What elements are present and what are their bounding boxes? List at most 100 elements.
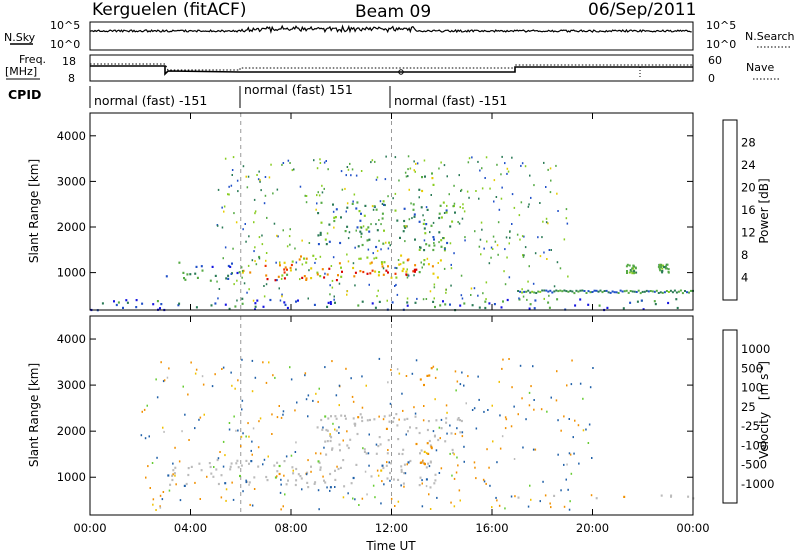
velocity-cell: [398, 372, 401, 375]
power-cell: [326, 273, 329, 276]
velocity-cell: [187, 473, 190, 477]
cpid-label: CPID: [8, 87, 41, 102]
power-cell: [467, 161, 470, 164]
velocity-cell: [488, 466, 490, 469]
nsky-line: [89, 24, 692, 34]
power-cell: [508, 276, 511, 279]
power-cell: [310, 267, 313, 270]
velocity-cell: [174, 474, 176, 477]
velocity-cell: [400, 470, 403, 473]
power-cell: [382, 267, 385, 270]
power-cell: [287, 159, 290, 162]
velocity-cell: [533, 408, 535, 411]
power-cell: [372, 208, 375, 211]
power-cell: [281, 163, 283, 166]
velocity-cell: [278, 472, 281, 476]
power-cell: [385, 241, 387, 244]
velocity-cell: [330, 436, 333, 439]
velocity-cell: [403, 418, 406, 421]
velocity-cell: [276, 461, 279, 464]
power-cell: [117, 301, 120, 304]
power-cell: [607, 291, 610, 294]
power-cell: [581, 289, 584, 292]
power-cell: [236, 299, 238, 302]
velocity-cell: [415, 427, 418, 430]
velocity-cell: [355, 463, 358, 466]
velocity-cell: [440, 467, 443, 470]
power-cell: [421, 176, 423, 179]
velocity-cell: [439, 437, 441, 440]
power-cell: [246, 186, 249, 189]
power-cell: [440, 161, 442, 164]
power-cell: [289, 269, 292, 272]
power-cell: [338, 262, 341, 265]
power-cell: [477, 160, 479, 163]
velocity-cell: [159, 505, 161, 508]
velocity-cell: [397, 500, 400, 503]
power-cell: [318, 194, 321, 197]
power-cell: [331, 286, 334, 289]
velocity-cell: [388, 414, 391, 417]
power-cell: [216, 280, 218, 283]
velocity-cell: [229, 465, 232, 468]
power-cell: [556, 261, 559, 264]
velocity-cell: [350, 482, 353, 485]
velocity-cell: [174, 466, 177, 469]
power-cell: [308, 242, 311, 244]
velocity-cell: [568, 452, 571, 455]
velocity-cell: [392, 478, 395, 481]
power-cell: [427, 263, 430, 266]
velocity-cell: [274, 476, 277, 479]
velocity-cell: [474, 466, 476, 469]
velocity-cell: [152, 498, 155, 501]
velocity-cell: [282, 505, 284, 508]
velocity-cell: [386, 477, 389, 480]
colorbar-tick-label: 1000: [741, 342, 770, 356]
power-cell: [289, 243, 291, 246]
power-cell: [599, 289, 602, 292]
velocity-cell: [406, 463, 408, 466]
power-cell: [323, 187, 325, 190]
velocity-cell: [338, 443, 341, 446]
velocity-cell: [387, 381, 389, 384]
power-cell: [400, 254, 403, 257]
power-cell: [385, 269, 388, 272]
power-cell: [319, 158, 321, 161]
power-cell: [454, 211, 456, 214]
power-cell: [619, 289, 622, 292]
velocity-cell: [295, 441, 297, 444]
velocity-cell: [394, 505, 396, 507]
power-cell: [529, 291, 532, 294]
power-cell: [228, 193, 230, 196]
power-cell: [433, 238, 435, 241]
power-cell: [319, 162, 322, 164]
velocity-cell: [365, 384, 367, 387]
power-cell: [669, 289, 672, 292]
power-cell: [390, 276, 393, 279]
power-cell: [549, 191, 552, 194]
power-cell: [315, 258, 317, 260]
velocity-cell: [307, 486, 310, 489]
velocity-cell: [579, 382, 582, 385]
velocity-cell: [310, 470, 312, 473]
power-cell: [399, 236, 401, 239]
velocity-cell: [351, 395, 354, 398]
velocity-cell: [457, 417, 460, 420]
power-cell: [422, 214, 424, 217]
power-cell: [362, 270, 365, 274]
power-cell: [491, 248, 494, 250]
velocity-cell: [329, 486, 332, 489]
velocity-cell: [200, 469, 203, 472]
velocity-cell: [385, 464, 388, 467]
velocity-cell: [178, 460, 181, 463]
cpid-segment-3: normal (fast) -151: [394, 93, 507, 108]
colorbar-tick-label: 500: [741, 361, 763, 375]
power-cell: [449, 242, 452, 245]
velocity-cell: [251, 440, 253, 443]
power-cell: [353, 275, 356, 278]
velocity-cell: [339, 449, 341, 452]
power-cell: [228, 307, 231, 310]
power-cell: [387, 247, 390, 250]
velocity-cell: [418, 484, 421, 487]
velocity-cell: [362, 447, 364, 450]
